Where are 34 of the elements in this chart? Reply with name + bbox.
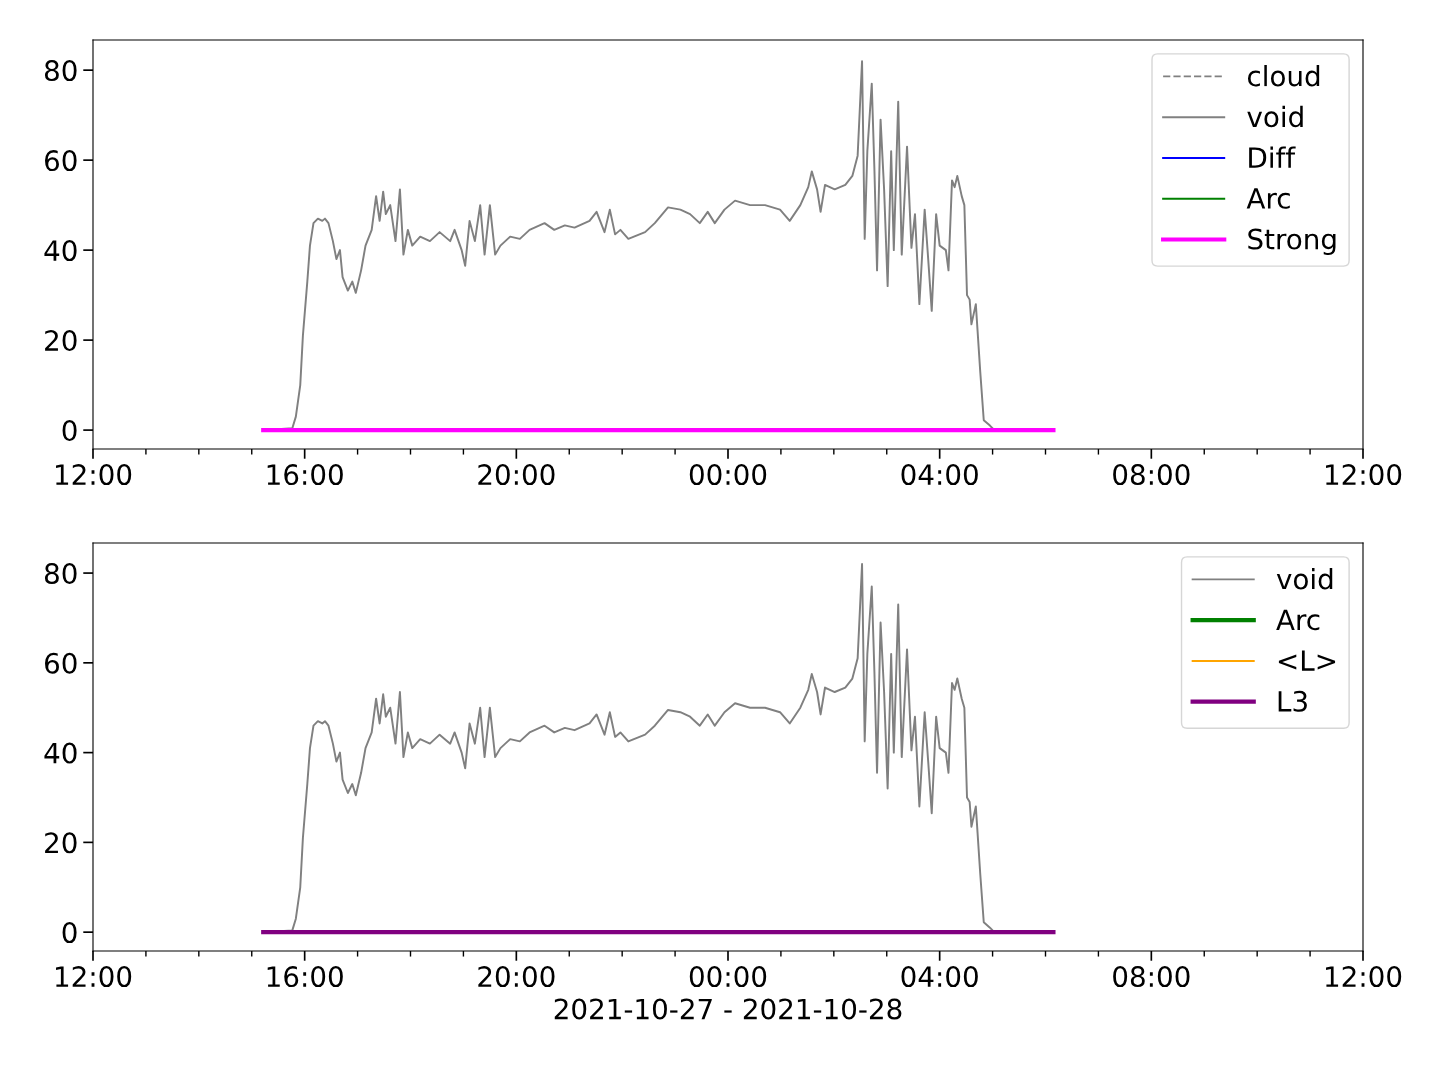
y-tick-label: 80: [44, 60, 77, 82]
legend-label: void: [1247, 105, 1303, 128]
legend-label: Strong: [1248, 228, 1336, 255]
legend-label: cloud: [1247, 65, 1320, 87]
legend-label: Arc: [1246, 188, 1290, 209]
x-tick-label: 12:00: [1326, 966, 1402, 988]
y-tick-label: 60: [45, 150, 77, 172]
legend-label: Arc: [1276, 609, 1320, 631]
x-tick-label: 12:00: [1326, 464, 1402, 486]
legend-label: L3: [1278, 690, 1307, 712]
legend-label: void: [1276, 568, 1333, 590]
legend-label: <L>: [1278, 650, 1336, 671]
y-tick-label: 20: [45, 330, 77, 352]
legend-label: Diff: [1249, 146, 1296, 168]
x-axis-title: 2021-10-27 - 2021-10-28: [554, 998, 902, 1020]
x-tick-label: 00:00: [689, 464, 767, 486]
x-tick-label: 20:00: [478, 966, 555, 988]
x-tick-label: 12:00: [56, 464, 132, 486]
x-tick-label: 12:00: [56, 966, 132, 988]
x-tick-label: 16:00: [267, 966, 343, 988]
y-tick-label: 20: [45, 832, 77, 854]
y-tick-label: 40: [44, 240, 77, 262]
x-tick-label: 00:00: [689, 966, 767, 988]
y-tick-label: 60: [45, 652, 77, 674]
y-tick-label: 0: [62, 420, 77, 442]
x-tick-label: 20:00: [478, 464, 555, 486]
x-tick-label: 04:00: [901, 464, 978, 486]
x-tick-label: 08:00: [1113, 966, 1190, 988]
x-tick-label: 16:00: [267, 464, 343, 486]
y-tick-label: 40: [44, 742, 77, 764]
x-tick-label: 04:00: [901, 966, 978, 988]
x-tick-label: 08:00: [1113, 464, 1190, 486]
y-tick-label: 80: [44, 563, 77, 585]
y-tick-label: 0: [62, 922, 77, 944]
